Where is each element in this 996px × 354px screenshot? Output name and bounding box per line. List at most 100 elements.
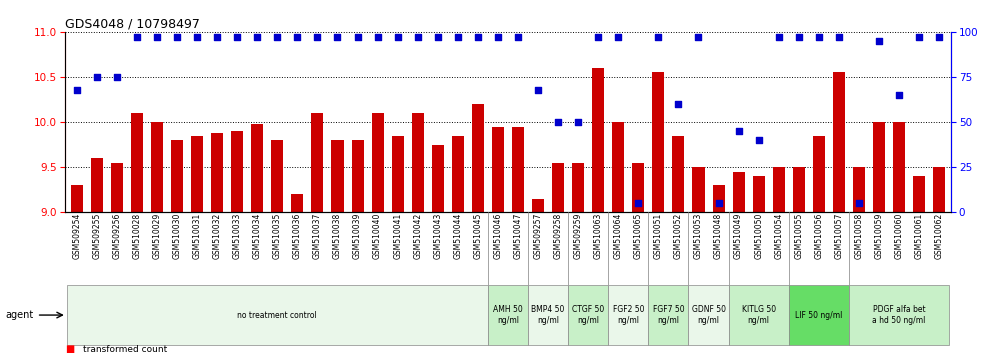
Text: GSM510048: GSM510048 <box>714 212 723 259</box>
Point <box>450 34 466 40</box>
Text: GSM510051: GSM510051 <box>654 212 663 259</box>
Text: GSM510041: GSM510041 <box>393 212 402 259</box>
Bar <box>793 167 805 212</box>
Text: GSM509259: GSM509259 <box>574 212 583 259</box>
Text: PDGF alfa bet
a hd 50 ng/ml: PDGF alfa bet a hd 50 ng/ml <box>872 306 925 325</box>
Bar <box>332 140 344 212</box>
Bar <box>111 163 123 212</box>
Bar <box>130 113 143 212</box>
FancyBboxPatch shape <box>67 285 488 345</box>
Text: GDNF 50
ng/ml: GDNF 50 ng/ml <box>691 306 725 325</box>
Point <box>530 87 546 92</box>
Bar <box>672 136 684 212</box>
Bar <box>632 163 644 212</box>
Point <box>69 87 85 92</box>
Bar <box>151 122 163 212</box>
Text: GSM510056: GSM510056 <box>815 212 824 259</box>
Point <box>751 137 767 143</box>
Bar <box>913 176 925 212</box>
FancyBboxPatch shape <box>528 285 568 345</box>
Text: GSM510035: GSM510035 <box>273 212 282 259</box>
FancyBboxPatch shape <box>568 285 609 345</box>
Text: GSM510039: GSM510039 <box>353 212 362 259</box>
Point <box>931 34 947 40</box>
Point <box>470 34 486 40</box>
Text: GSM509256: GSM509256 <box>113 212 122 259</box>
Point <box>269 34 285 40</box>
Bar <box>292 194 304 212</box>
Text: GSM510059: GSM510059 <box>874 212 883 259</box>
Text: ■: ■ <box>65 344 74 354</box>
Text: CTGF 50
ng/ml: CTGF 50 ng/ml <box>572 306 605 325</box>
Bar <box>652 73 664 212</box>
Bar <box>231 131 243 212</box>
Bar <box>91 158 103 212</box>
FancyBboxPatch shape <box>728 285 789 345</box>
Text: GSM510057: GSM510057 <box>835 212 844 259</box>
Point <box>209 34 225 40</box>
Point <box>630 200 646 206</box>
Bar <box>211 133 223 212</box>
Bar <box>813 136 825 212</box>
Bar <box>191 136 203 212</box>
Point <box>128 34 144 40</box>
FancyBboxPatch shape <box>648 285 688 345</box>
Text: GSM510045: GSM510045 <box>473 212 482 259</box>
Point <box>510 34 526 40</box>
Text: GSM510055: GSM510055 <box>794 212 803 259</box>
Bar <box>613 122 624 212</box>
FancyBboxPatch shape <box>609 285 648 345</box>
Bar <box>733 172 745 212</box>
Text: AMH 50
ng/ml: AMH 50 ng/ml <box>493 306 523 325</box>
Text: GSM510062: GSM510062 <box>934 212 943 259</box>
Bar <box>933 167 945 212</box>
Text: GSM509254: GSM509254 <box>73 212 82 259</box>
FancyBboxPatch shape <box>849 285 949 345</box>
Point <box>370 34 385 40</box>
Text: GSM510036: GSM510036 <box>293 212 302 259</box>
Point <box>710 200 726 206</box>
Bar <box>773 167 785 212</box>
Point <box>189 34 205 40</box>
Text: GSM510060: GSM510060 <box>894 212 903 259</box>
Text: GSM509257: GSM509257 <box>534 212 543 259</box>
Point <box>290 34 306 40</box>
Point <box>109 74 124 80</box>
Point <box>550 119 566 125</box>
Point <box>389 34 405 40</box>
Text: GSM510042: GSM510042 <box>413 212 422 259</box>
Bar <box>833 73 845 212</box>
Point <box>310 34 326 40</box>
Point <box>490 34 506 40</box>
Text: GSM510038: GSM510038 <box>333 212 342 259</box>
Text: GSM510029: GSM510029 <box>152 212 161 259</box>
Bar <box>472 104 484 212</box>
Bar <box>512 127 524 212</box>
Bar <box>171 140 183 212</box>
Point <box>831 34 847 40</box>
Point <box>229 34 245 40</box>
Text: GSM510044: GSM510044 <box>453 212 462 259</box>
Bar <box>391 136 403 212</box>
Text: GSM509258: GSM509258 <box>554 212 563 259</box>
Bar <box>593 68 605 212</box>
Text: GSM510046: GSM510046 <box>493 212 502 259</box>
Text: GSM510064: GSM510064 <box>614 212 622 259</box>
Text: BMP4 50
ng/ml: BMP4 50 ng/ml <box>532 306 565 325</box>
Bar <box>352 140 364 212</box>
Text: no treatment control: no treatment control <box>237 310 317 320</box>
Bar <box>312 113 324 212</box>
Text: GSM510047: GSM510047 <box>514 212 523 259</box>
Bar <box>692 167 704 212</box>
Bar <box>853 167 865 212</box>
Text: LIF 50 ng/ml: LIF 50 ng/ml <box>795 310 843 320</box>
Text: transformed count: transformed count <box>83 345 167 354</box>
Bar <box>893 122 905 212</box>
Text: GSM510033: GSM510033 <box>233 212 242 259</box>
Bar <box>872 122 885 212</box>
FancyBboxPatch shape <box>688 285 728 345</box>
Text: GSM510053: GSM510053 <box>694 212 703 259</box>
Point <box>670 101 686 107</box>
Point <box>570 119 586 125</box>
Text: GSM510030: GSM510030 <box>172 212 181 259</box>
